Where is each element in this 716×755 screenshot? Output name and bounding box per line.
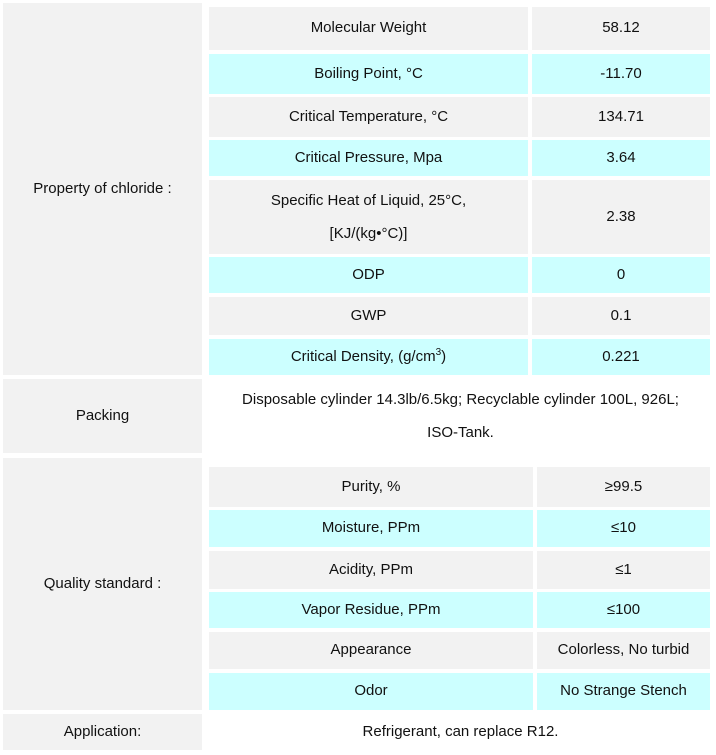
property-row-odp-value: 0	[532, 257, 710, 293]
packing-label: Packing	[75, 406, 130, 424]
application-label: Application:	[63, 722, 142, 740]
property-row-critical-density-name: Critical Density, (g/cm3)	[209, 339, 528, 375]
application-value: Refrigerant, can replace R12.	[362, 722, 559, 740]
packing-label-cell: Packing	[3, 379, 202, 453]
quality-row-moisture-name: Moisture, PPm	[209, 510, 533, 547]
property-row-critical-temperature-value: 134.71	[532, 97, 710, 137]
property-row-critical-pressure-name: Critical Pressure, Mpa	[209, 140, 528, 176]
quality-row-moisture-value: ≤10	[537, 510, 710, 547]
quality-row-odor-value: No Strange Stench	[537, 673, 710, 710]
property-row-molecular-weight-name: Molecular Weight	[209, 7, 528, 50]
property-row-critical-density-value: 0.221	[532, 339, 710, 375]
property-row-boiling-point-name: Boiling Point, °C	[209, 54, 528, 94]
property-row-boiling-point-value: -11.70	[532, 54, 710, 94]
packing-line-2: ISO-Tank.	[427, 424, 494, 441]
quality-row-appearance-name: Appearance	[209, 632, 533, 669]
quality-row-appearance-value: Colorless, No turbid	[537, 632, 710, 669]
property-row-gwp-name: GWP	[209, 297, 528, 335]
property-row-specific-heat-name: Specific Heat of Liquid, 25°C, [KJ/(kg•°…	[209, 180, 528, 254]
quality-label-cell: Quality standard :	[3, 458, 202, 710]
quality-row-vapor-residue-name: Vapor Residue, PPm	[209, 592, 533, 628]
packing-value-cell: Disposable cylinder 14.3lb/6.5kg; Recycl…	[205, 379, 716, 453]
quality-row-purity-value: ≥99.5	[537, 467, 710, 507]
quality-row-acidity-value: ≤1	[537, 551, 710, 589]
quality-row-purity-name: Purity, %	[209, 467, 533, 507]
application-value-cell: Refrigerant, can replace R12.	[205, 714, 716, 750]
quality-row-acidity-name: Acidity, PPm	[209, 551, 533, 589]
property-row-odp-name: ODP	[209, 257, 528, 293]
quality-row-odor-name: Odor	[209, 673, 533, 710]
quality-label: Quality standard :	[43, 574, 162, 592]
property-label: Property of chloride :	[33, 179, 172, 197]
property-label-cell: Property of chloride :	[3, 3, 202, 375]
quality-row-vapor-residue-value: ≤100	[537, 592, 710, 628]
property-row-critical-temperature-name: Critical Temperature, °C	[209, 97, 528, 137]
application-label-cell: Application:	[3, 714, 202, 750]
property-row-gwp-value: 0.1	[532, 297, 710, 335]
property-row-molecular-weight-value: 58.12	[532, 7, 710, 50]
packing-line-1: Disposable cylinder 14.3lb/6.5kg; Recycl…	[242, 391, 679, 408]
property-row-critical-pressure-value: 3.64	[532, 140, 710, 176]
property-row-specific-heat-value: 2.38	[532, 180, 710, 254]
